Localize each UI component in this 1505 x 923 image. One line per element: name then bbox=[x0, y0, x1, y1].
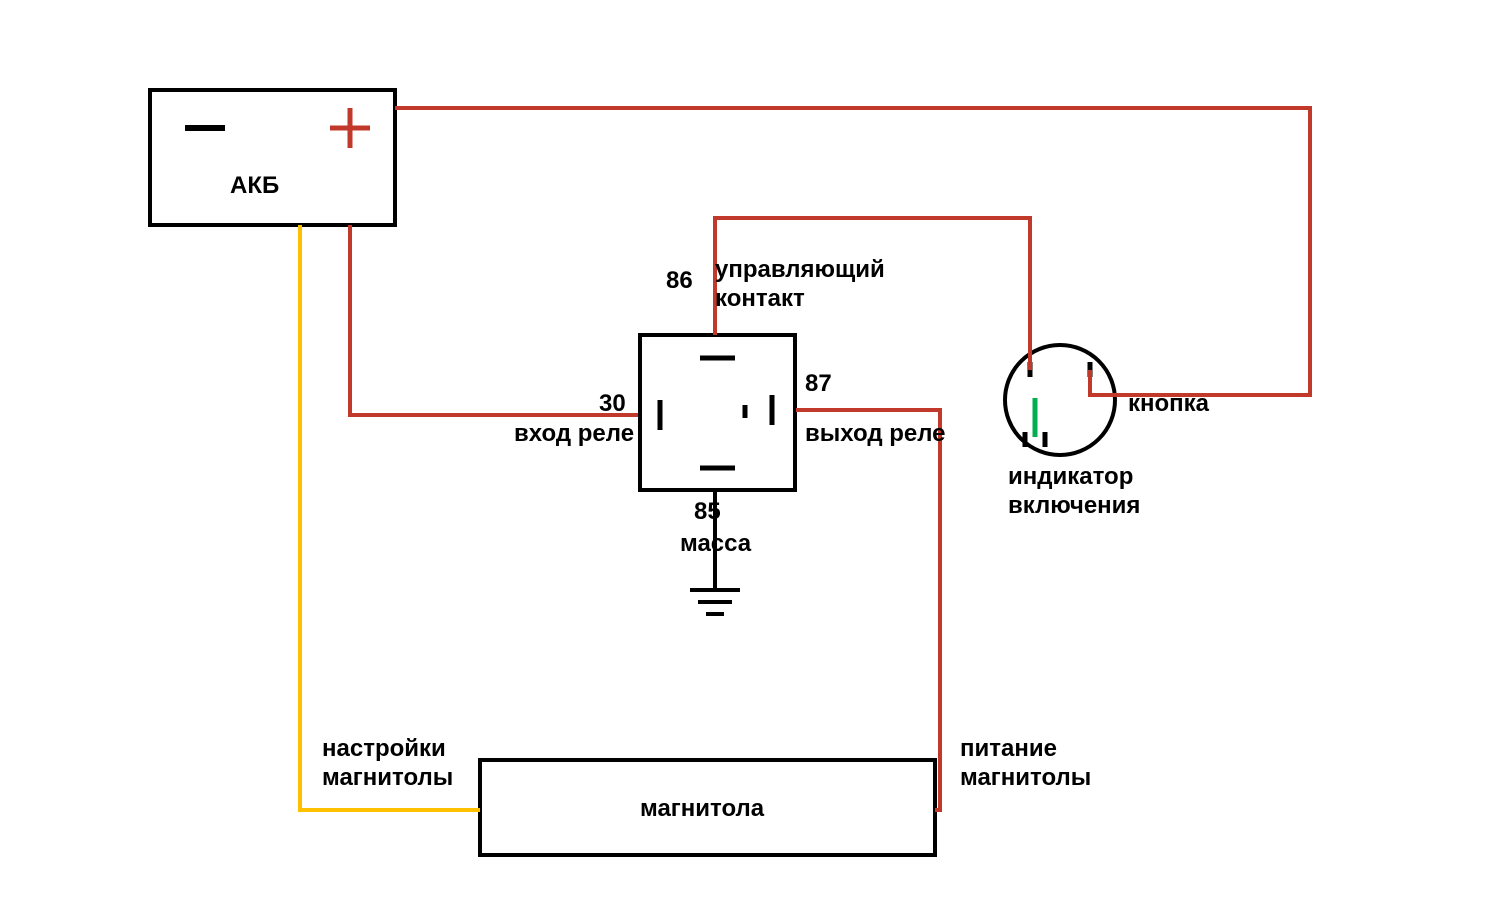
diagram-canvas: АКБ 86 управляющий контакт 30 вход реле … bbox=[0, 0, 1505, 923]
battery-plus-icon bbox=[330, 108, 370, 148]
relay-87-num: 87 bbox=[805, 370, 832, 399]
battery-box bbox=[150, 90, 395, 225]
stereo-label: магнитола bbox=[640, 795, 764, 824]
button-circle bbox=[1005, 345, 1115, 455]
wire-relay87-to-stereo bbox=[796, 410, 940, 810]
relay-85-num: 85 bbox=[694, 498, 721, 527]
relay-87-text: выход реле bbox=[805, 420, 946, 449]
stereo-power-label: питание магнитолы bbox=[960, 735, 1091, 793]
button-label: кнопка bbox=[1128, 390, 1209, 419]
wire-plus-to-relay30 bbox=[350, 225, 638, 415]
relay-85-text: масса bbox=[680, 530, 751, 559]
ground-icon bbox=[690, 590, 740, 614]
relay-86-num: 86 bbox=[666, 267, 693, 296]
relay-30-num: 30 bbox=[599, 390, 626, 419]
wire-yellow-settings bbox=[300, 225, 480, 810]
wiring-svg bbox=[0, 0, 1505, 923]
battery-label: АКБ bbox=[230, 172, 279, 201]
button-indicator-label: индикатор включения bbox=[1008, 463, 1140, 521]
relay-86-text: управляющий контакт bbox=[715, 256, 885, 314]
wire-plus-to-button bbox=[395, 108, 1310, 395]
stereo-settings-label: настройки магнитолы bbox=[322, 735, 453, 793]
relay-30-text: вход реле bbox=[514, 420, 634, 449]
